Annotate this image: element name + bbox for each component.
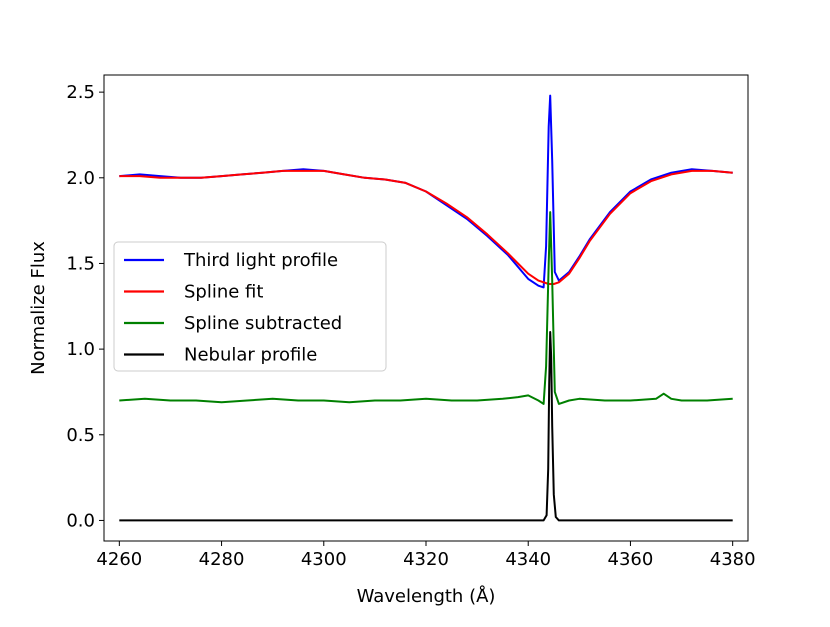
x-tick-label: 4300 — [301, 549, 347, 570]
legend-label: Spline subtracted — [184, 313, 342, 334]
x-axis-ticks: 4260 4280 4300 4320 4340 4360 4380 — [96, 541, 756, 570]
series-line-3 — [119, 331, 733, 522]
x-axis-label: Wavelength (Å) — [357, 585, 496, 607]
series-line-2 — [119, 211, 733, 405]
legend-label: Spline fit — [184, 282, 263, 303]
y-axis-label: Normalize Flux — [28, 241, 49, 375]
series-line-1 — [119, 169, 733, 285]
legend-label: Third light profile — [183, 250, 338, 271]
legend-box — [113, 241, 387, 372]
x-tick-label: 4340 — [505, 549, 551, 570]
legend: Third light profile Spline fit Spline subt… — [113, 241, 387, 372]
x-tick-label: 4260 — [96, 549, 142, 570]
x-tick-label: 4280 — [199, 549, 245, 570]
series-layer — [119, 94, 733, 522]
y-tick-label: 1.5 — [66, 253, 95, 274]
y-tick-label: 2.0 — [66, 168, 95, 189]
x-tick-label: 4380 — [710, 549, 756, 570]
x-tick-label: 4320 — [403, 549, 449, 570]
y-tick-label: 0.5 — [66, 425, 95, 446]
x-tick-label: 4360 — [608, 549, 654, 570]
y-tick-label: 1.0 — [66, 339, 95, 360]
y-tick-label: 2.5 — [66, 82, 95, 103]
y-tick-label: 0.0 — [66, 510, 95, 531]
y-axis-ticks: 0.0 0.5 1.0 1.5 2.0 2.5 — [66, 82, 104, 531]
legend-label: Nebular profile — [184, 345, 317, 366]
